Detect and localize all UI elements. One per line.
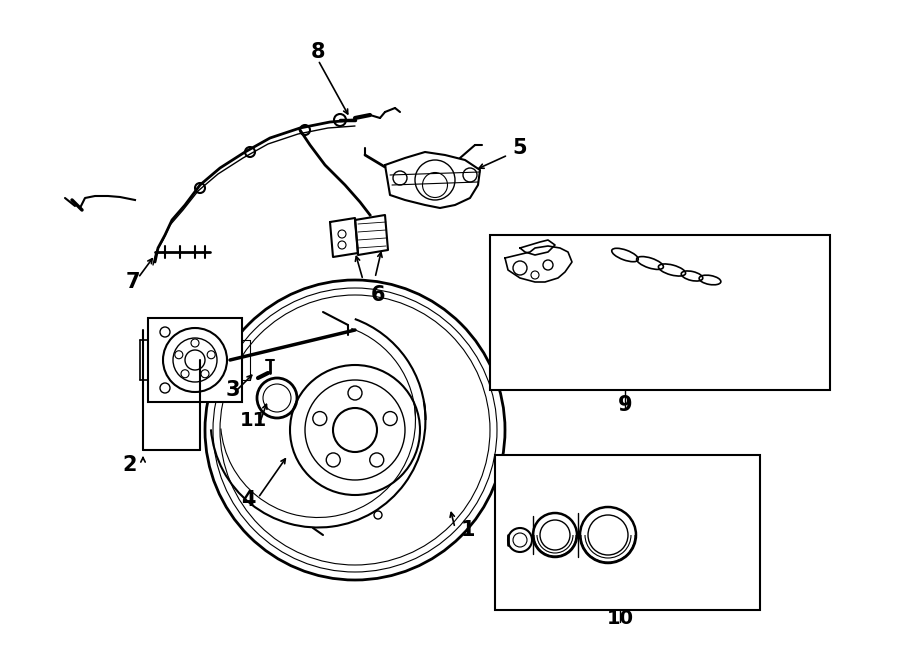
Text: 2: 2 (122, 455, 137, 475)
Text: 3: 3 (226, 380, 240, 400)
Text: 11: 11 (239, 410, 266, 430)
Bar (148, 318, 242, 402)
Text: 5: 5 (513, 138, 527, 158)
Text: 9: 9 (617, 395, 633, 415)
Text: 6: 6 (371, 285, 385, 305)
Bar (495, 455, 760, 610)
Bar (490, 235, 830, 390)
Text: 1: 1 (461, 520, 475, 540)
Text: 7: 7 (126, 272, 140, 292)
Text: 10: 10 (607, 609, 634, 627)
Text: 4: 4 (241, 490, 256, 510)
Text: 8: 8 (310, 42, 325, 62)
